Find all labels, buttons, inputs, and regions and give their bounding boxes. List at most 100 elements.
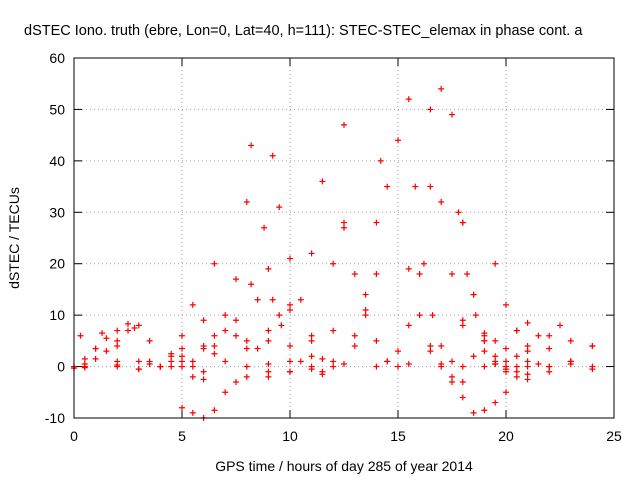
data-point bbox=[438, 343, 445, 349]
data-series bbox=[71, 322, 142, 372]
data-point bbox=[459, 317, 466, 324]
data-points bbox=[71, 85, 596, 421]
data-point bbox=[459, 379, 466, 385]
data-point bbox=[384, 358, 391, 365]
data-point bbox=[233, 317, 239, 324]
data-point bbox=[189, 358, 196, 365]
chart-title: dSTEC Iono. truth (ebre, Lon=0, Lat=40, … bbox=[24, 23, 583, 39]
data-point bbox=[233, 379, 239, 385]
data-point bbox=[269, 152, 276, 159]
data-point bbox=[168, 363, 175, 370]
data-point bbox=[449, 379, 455, 385]
data-point bbox=[535, 361, 542, 367]
data-point bbox=[513, 353, 520, 360]
data-point bbox=[265, 361, 272, 367]
data-point bbox=[287, 255, 293, 262]
data-point bbox=[200, 376, 207, 383]
data-series bbox=[427, 348, 509, 416]
data-point bbox=[200, 317, 207, 324]
data-point bbox=[341, 219, 347, 226]
data-point bbox=[114, 362, 121, 369]
y-tick-label: 40 bbox=[49, 153, 65, 169]
data-point bbox=[492, 260, 499, 267]
data-point bbox=[546, 332, 553, 339]
data-series bbox=[168, 327, 272, 383]
data-point bbox=[278, 322, 285, 329]
data-point bbox=[308, 250, 315, 257]
data-point bbox=[362, 312, 369, 319]
data-point bbox=[405, 361, 412, 367]
data-point bbox=[308, 332, 315, 339]
data-point bbox=[189, 373, 196, 380]
data-point bbox=[276, 204, 283, 211]
data-point bbox=[179, 353, 185, 360]
data-point bbox=[513, 363, 520, 370]
x-tick-label: 15 bbox=[390, 428, 406, 444]
data-point bbox=[449, 373, 455, 380]
data-point bbox=[481, 407, 488, 414]
data-point bbox=[481, 330, 488, 337]
data-point bbox=[179, 363, 185, 370]
data-point bbox=[459, 322, 466, 329]
data-point bbox=[513, 368, 520, 375]
data-point bbox=[481, 363, 488, 370]
y-tick-label: -10 bbox=[45, 410, 65, 426]
data-point bbox=[395, 137, 401, 144]
data-point bbox=[503, 389, 509, 396]
data-point bbox=[589, 366, 596, 373]
x-tick-label: 5 bbox=[178, 428, 186, 444]
data-point bbox=[524, 363, 531, 370]
data-point bbox=[287, 343, 293, 349]
data-point bbox=[114, 343, 121, 349]
data-series bbox=[179, 178, 326, 421]
data-point bbox=[269, 296, 276, 303]
data-point bbox=[135, 366, 142, 373]
data-series bbox=[319, 137, 401, 375]
data-point bbox=[243, 363, 250, 370]
data-point bbox=[546, 363, 553, 370]
data-point bbox=[438, 363, 445, 370]
data-point bbox=[427, 183, 434, 190]
data-point bbox=[524, 319, 531, 326]
data-point bbox=[248, 281, 255, 288]
data-point bbox=[222, 389, 229, 396]
y-tick-label: 50 bbox=[49, 101, 65, 117]
data-series bbox=[81, 260, 218, 370]
data-point bbox=[513, 327, 520, 334]
data-point bbox=[492, 399, 499, 406]
data-point bbox=[459, 394, 466, 401]
data-point bbox=[77, 332, 84, 339]
data-series bbox=[179, 204, 283, 370]
data-point bbox=[377, 157, 384, 164]
data-point bbox=[427, 348, 434, 355]
data-point bbox=[455, 209, 462, 216]
data-point bbox=[265, 337, 272, 344]
data-point bbox=[265, 368, 272, 375]
data-point bbox=[179, 332, 185, 339]
data-point bbox=[567, 358, 574, 365]
data-point bbox=[362, 291, 369, 298]
data-point bbox=[459, 363, 466, 370]
data-point bbox=[319, 355, 326, 362]
data-point bbox=[254, 296, 261, 303]
data-point bbox=[362, 307, 369, 313]
data-point bbox=[319, 178, 326, 185]
data-point bbox=[503, 358, 509, 365]
data-point bbox=[492, 358, 499, 365]
data-point bbox=[168, 358, 175, 365]
data-point bbox=[405, 322, 412, 329]
data-point bbox=[233, 332, 239, 339]
data-point bbox=[222, 358, 229, 365]
data-series bbox=[157, 152, 276, 370]
data-point bbox=[114, 327, 121, 334]
x-tick-label: 20 bbox=[498, 428, 514, 444]
data-point bbox=[330, 327, 337, 334]
data-point bbox=[373, 219, 380, 226]
data-point bbox=[373, 363, 380, 370]
data-point bbox=[470, 353, 477, 360]
data-point bbox=[222, 312, 229, 319]
data-point bbox=[481, 337, 488, 344]
data-point bbox=[412, 183, 419, 190]
data-point bbox=[157, 363, 164, 370]
data-point bbox=[524, 343, 531, 349]
